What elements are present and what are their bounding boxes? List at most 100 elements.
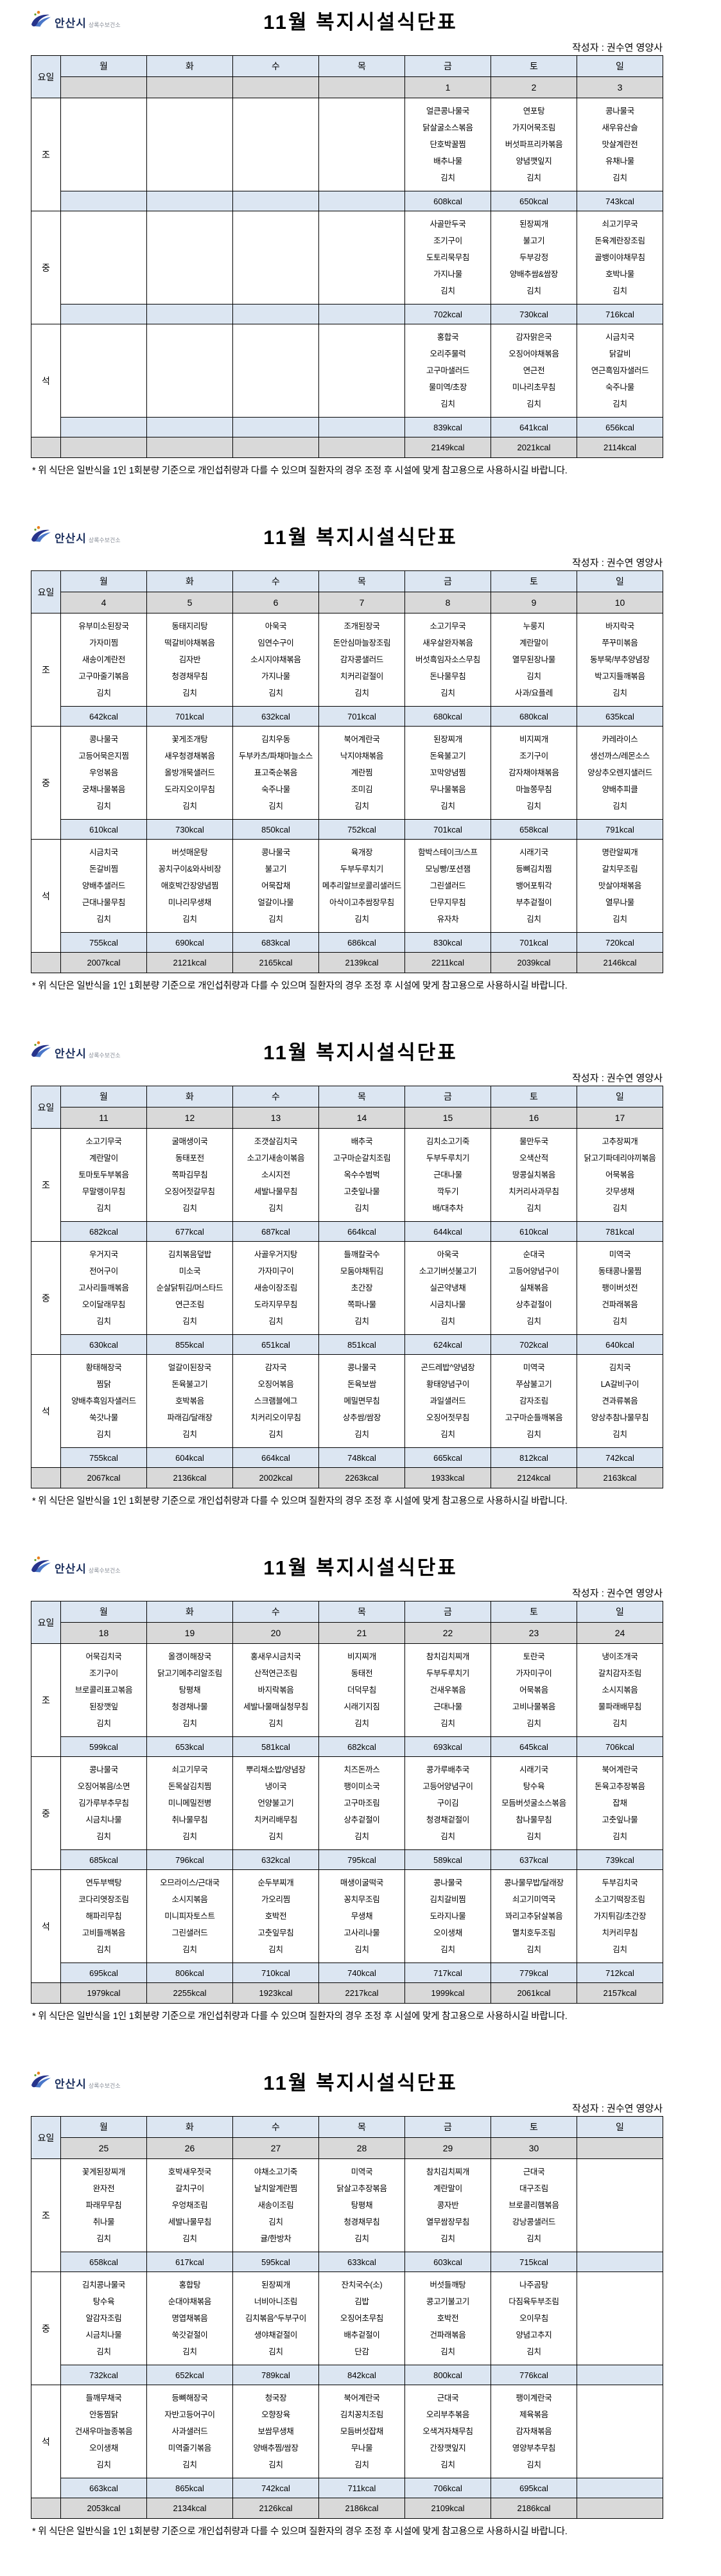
day-col-header: 요일: [31, 1601, 61, 1644]
menu-item: 김치: [96, 1832, 111, 1841]
menu-item: 고춧잎나물: [343, 1187, 380, 1196]
author-line: 작성자 : 권수연 영양사: [572, 1073, 663, 1084]
kcal-cell: 839kcal: [404, 417, 491, 437]
menu-item: 열무나물: [605, 898, 634, 907]
menu-item: 미소국: [178, 1267, 201, 1276]
menu-cell: 근대국 오리부추볶음 오색겨자채무침 간장깻잎지 김치: [404, 2385, 491, 2478]
meal-label-breakfast: 조: [31, 2158, 61, 2272]
kcal-cell: 717kcal: [404, 1963, 491, 1983]
menu-item: 김치: [268, 2460, 283, 2469]
kcal-cell: 685kcal: [60, 1849, 147, 1870]
date-cell: [146, 76, 233, 98]
menu-item: 닭고기파데리야끼볶음: [584, 1154, 656, 1163]
total-kcal-cell: 1979kcal: [60, 1982, 147, 2004]
menu-item: 팽이계란국: [516, 2394, 552, 2403]
kcal-cell: [577, 2252, 663, 2272]
menu-cell: 청국장 오향장육 보쌈무생채 양배추찜/쌈장 김치: [232, 2385, 319, 2478]
menu-item: 미니메밀전병: [168, 1799, 212, 1808]
dinner-kcal-row: 755kcal 604kcal 664kcal 748kcal 665kcal …: [31, 1447, 663, 1468]
meal-label-dinner: 석: [31, 2385, 61, 2498]
date-cell: 6: [232, 592, 319, 613]
menu-cell: [232, 98, 319, 191]
kcal-cell: [318, 191, 405, 211]
menu-cell: 홍합국 오리주물럭 고구마샐러드 물미역/초장 김치: [404, 324, 491, 418]
menu-item: 콩나물국: [433, 1878, 462, 1887]
menu-item: 유채나물: [605, 157, 634, 166]
menu-item: 김치: [182, 2347, 197, 2356]
menu-item: 비지찌개: [347, 1652, 376, 1661]
menu-item: 오징어볶음/소면: [77, 1782, 130, 1791]
menu-cell: 뿌리채소밥/양념장 냉이국 언양불고기 치커리배무침 김치: [232, 1756, 319, 1850]
date-row: 4 5 6 7 8 9 10: [31, 592, 663, 613]
logo-text: 안산시 상록수보건소: [55, 2075, 121, 2091]
menu-item: 쇠고기무국: [602, 220, 638, 229]
menu-item: 오므라이스/근대국: [160, 1878, 220, 1887]
menu-cell: [146, 324, 233, 418]
menu-item: 건파래볶음: [430, 2331, 466, 2340]
day-name-cell: 월: [60, 570, 147, 592]
menu-cell: 쇠고기무국 돈육계란장조림 골뱅이야채무침 호박나물 김치: [577, 211, 663, 304]
menu-cell: [60, 211, 147, 304]
menu-item: 찜닭: [96, 1380, 111, 1389]
menu-item: 상추겉절이: [516, 1300, 552, 1309]
menu-item: 배/대추차: [432, 1204, 464, 1213]
menu-item: 시금치나물: [85, 2331, 122, 2340]
menu-item: 취나물: [92, 2218, 115, 2227]
menu-item: 시금치국: [605, 333, 634, 342]
menu-cell: 순두부찌개 가오리찜 호박전 고춧잎무침 김치: [232, 1869, 319, 1963]
date-cell: 23: [491, 1622, 577, 1644]
total-kcal-cell: 2126kcal: [232, 2498, 319, 2519]
menu-item: 김치우동: [261, 735, 290, 744]
kcal-cell: 656kcal: [577, 417, 663, 437]
kcal-cell: 732kcal: [60, 2365, 147, 2385]
menu-cell: 홍새우시금치국 산적연근조림 바지락볶음 세발나물매실청무침 김치: [232, 1643, 319, 1737]
total-kcal-cell: 2163kcal: [577, 1467, 663, 1488]
menu-item: 갓무생채: [605, 1187, 634, 1196]
menu-item: 김치: [612, 173, 627, 182]
meal-label-breakfast: 조: [31, 1643, 61, 1757]
menu-item: 돈육보쌈: [347, 1380, 376, 1389]
date-cell: 14: [318, 1107, 405, 1129]
kcal-cell: 604kcal: [146, 1447, 233, 1468]
logo-text: 안산시 상록수보건소: [55, 1560, 121, 1576]
ansan-city-logo: 안산시 상록수보건소: [30, 1041, 121, 1061]
kcal-cell: 617kcal: [146, 2252, 233, 2272]
kcal-cell: 642kcal: [60, 706, 147, 727]
menu-item: 김자반: [178, 655, 201, 664]
date-cell: 10: [577, 592, 663, 613]
menu-item: 새우청경채볶음: [164, 752, 215, 761]
menu-item: 김치: [268, 915, 283, 924]
menu-item: 알감자조림: [85, 2314, 122, 2323]
menu-item: 북어계란국: [343, 735, 380, 744]
kcal-cell: 739kcal: [577, 1849, 663, 1870]
menu-cell: [146, 211, 233, 304]
kcal-cell: 715kcal: [491, 2252, 577, 2272]
menu-item: 김치: [526, 1204, 541, 1213]
menu-item: 갈치구이: [175, 2184, 204, 2193]
menu-item: 김치: [526, 1317, 541, 1326]
menu-item: 양배추쌈&쌈장: [509, 270, 559, 279]
menu-item: 김치: [440, 1430, 455, 1439]
kcal-cell: 701kcal: [318, 706, 405, 727]
menu-item: 버섯파프리카볶음: [505, 140, 563, 149]
menu-item: 청경채겉절이: [426, 1815, 470, 1824]
menu-item: 쑥갓겉절이: [171, 2331, 208, 2340]
menu-item: 양상추오렌지샐러드: [587, 768, 652, 777]
menu-cell: 북어계란국 돈육고추장볶음 잡채 고춧잎나물 김치: [577, 1756, 663, 1850]
kcal-cell: 680kcal: [491, 706, 577, 727]
menu-item: 무나물: [351, 2444, 373, 2453]
menu-item: 순대야채볶음: [168, 2297, 212, 2306]
meal-label-lunch: 중: [31, 726, 61, 840]
kcal-cell: 595kcal: [232, 2252, 319, 2272]
menu-item: 시금치나물: [85, 1815, 122, 1824]
breakfast-menu-row: 조 어묵김치국 조기구이 브로콜리표고볶음 된장깻잎 김치 올갱이해장국 닭고기메추리알조…: [31, 1643, 663, 1757]
menu-item: 된장찌개: [433, 735, 462, 744]
day-name-cell: 월: [60, 1086, 147, 1107]
total-label-cell: [31, 2498, 61, 2519]
menu-item: 김치: [96, 1317, 111, 1326]
menu-item: 단무지무침: [430, 898, 466, 907]
menu-item: 치커리배무침: [254, 1815, 298, 1824]
dinner-menu-row: 석 들깨무채국 안동찜닭 건새우마늘종볶음 오이생채 김치 등뼈해장국 자반고등어구이 사과…: [31, 2385, 663, 2498]
menu-item: 치커리무침: [602, 1928, 638, 1937]
menu-item: 비지찌개: [519, 735, 548, 744]
